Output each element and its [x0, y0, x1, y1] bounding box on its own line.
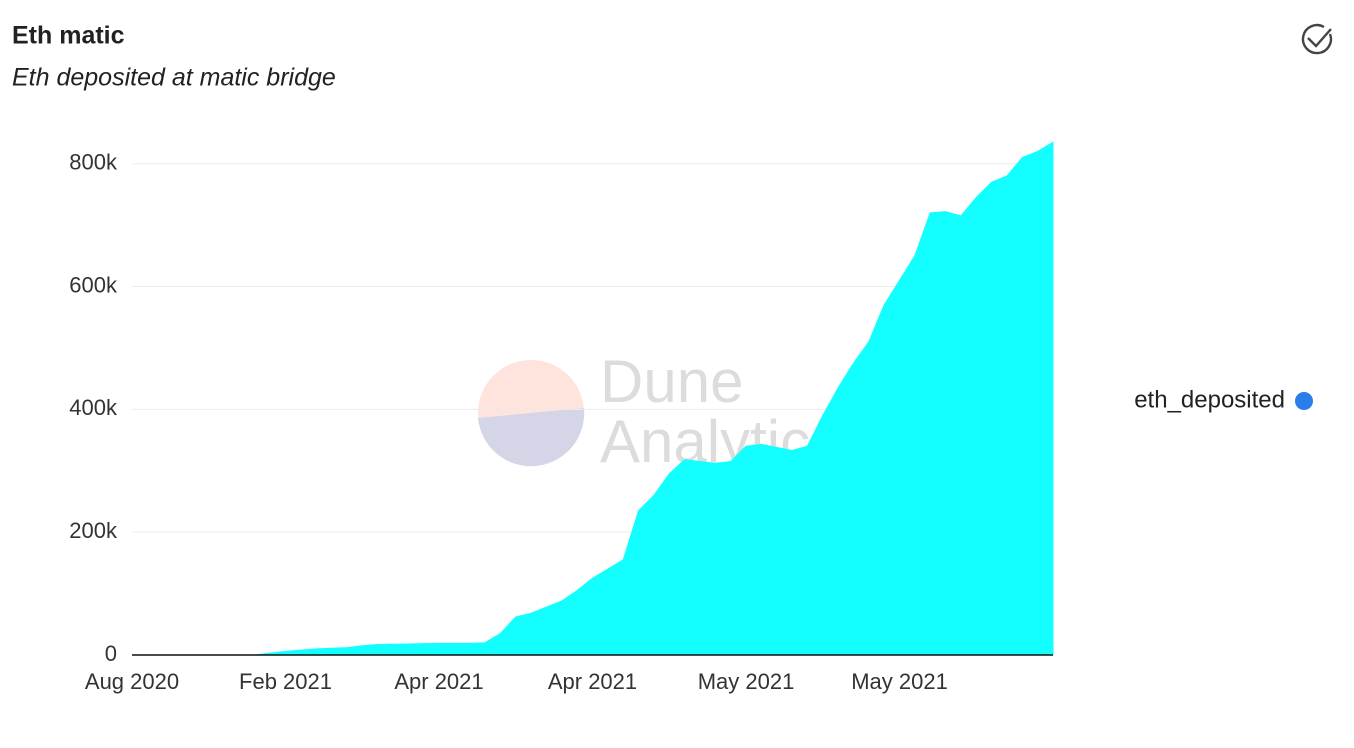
watermark-logo [478, 360, 584, 466]
y-tick-label: 800k [69, 150, 118, 175]
legend-label: eth_deposited [1134, 386, 1285, 413]
x-tick-label: Apr 2021 [394, 669, 483, 694]
x-tick-label: May 2021 [698, 669, 795, 694]
x-tick-label: May 2021 [851, 669, 948, 694]
legend-marker [1295, 392, 1313, 410]
y-tick-label: 400k [69, 395, 118, 420]
y-tick-label: 0 [105, 641, 117, 666]
chart-subtitle: Eth deposited at matic bridge [12, 64, 336, 92]
watermark-text: Dune [600, 348, 743, 415]
y-tick-label: 600k [69, 272, 118, 297]
y-tick-label: 200k [69, 518, 118, 543]
check-icon[interactable] [1301, 23, 1333, 55]
watermark-logo [478, 408, 585, 467]
x-tick-label: Aug 2020 [85, 669, 179, 694]
area [132, 141, 1054, 656]
chart-title: Eth matic [12, 22, 125, 50]
x-tick-label: Feb 2021 [239, 669, 332, 694]
x-tick-label: Apr 2021 [548, 669, 637, 694]
